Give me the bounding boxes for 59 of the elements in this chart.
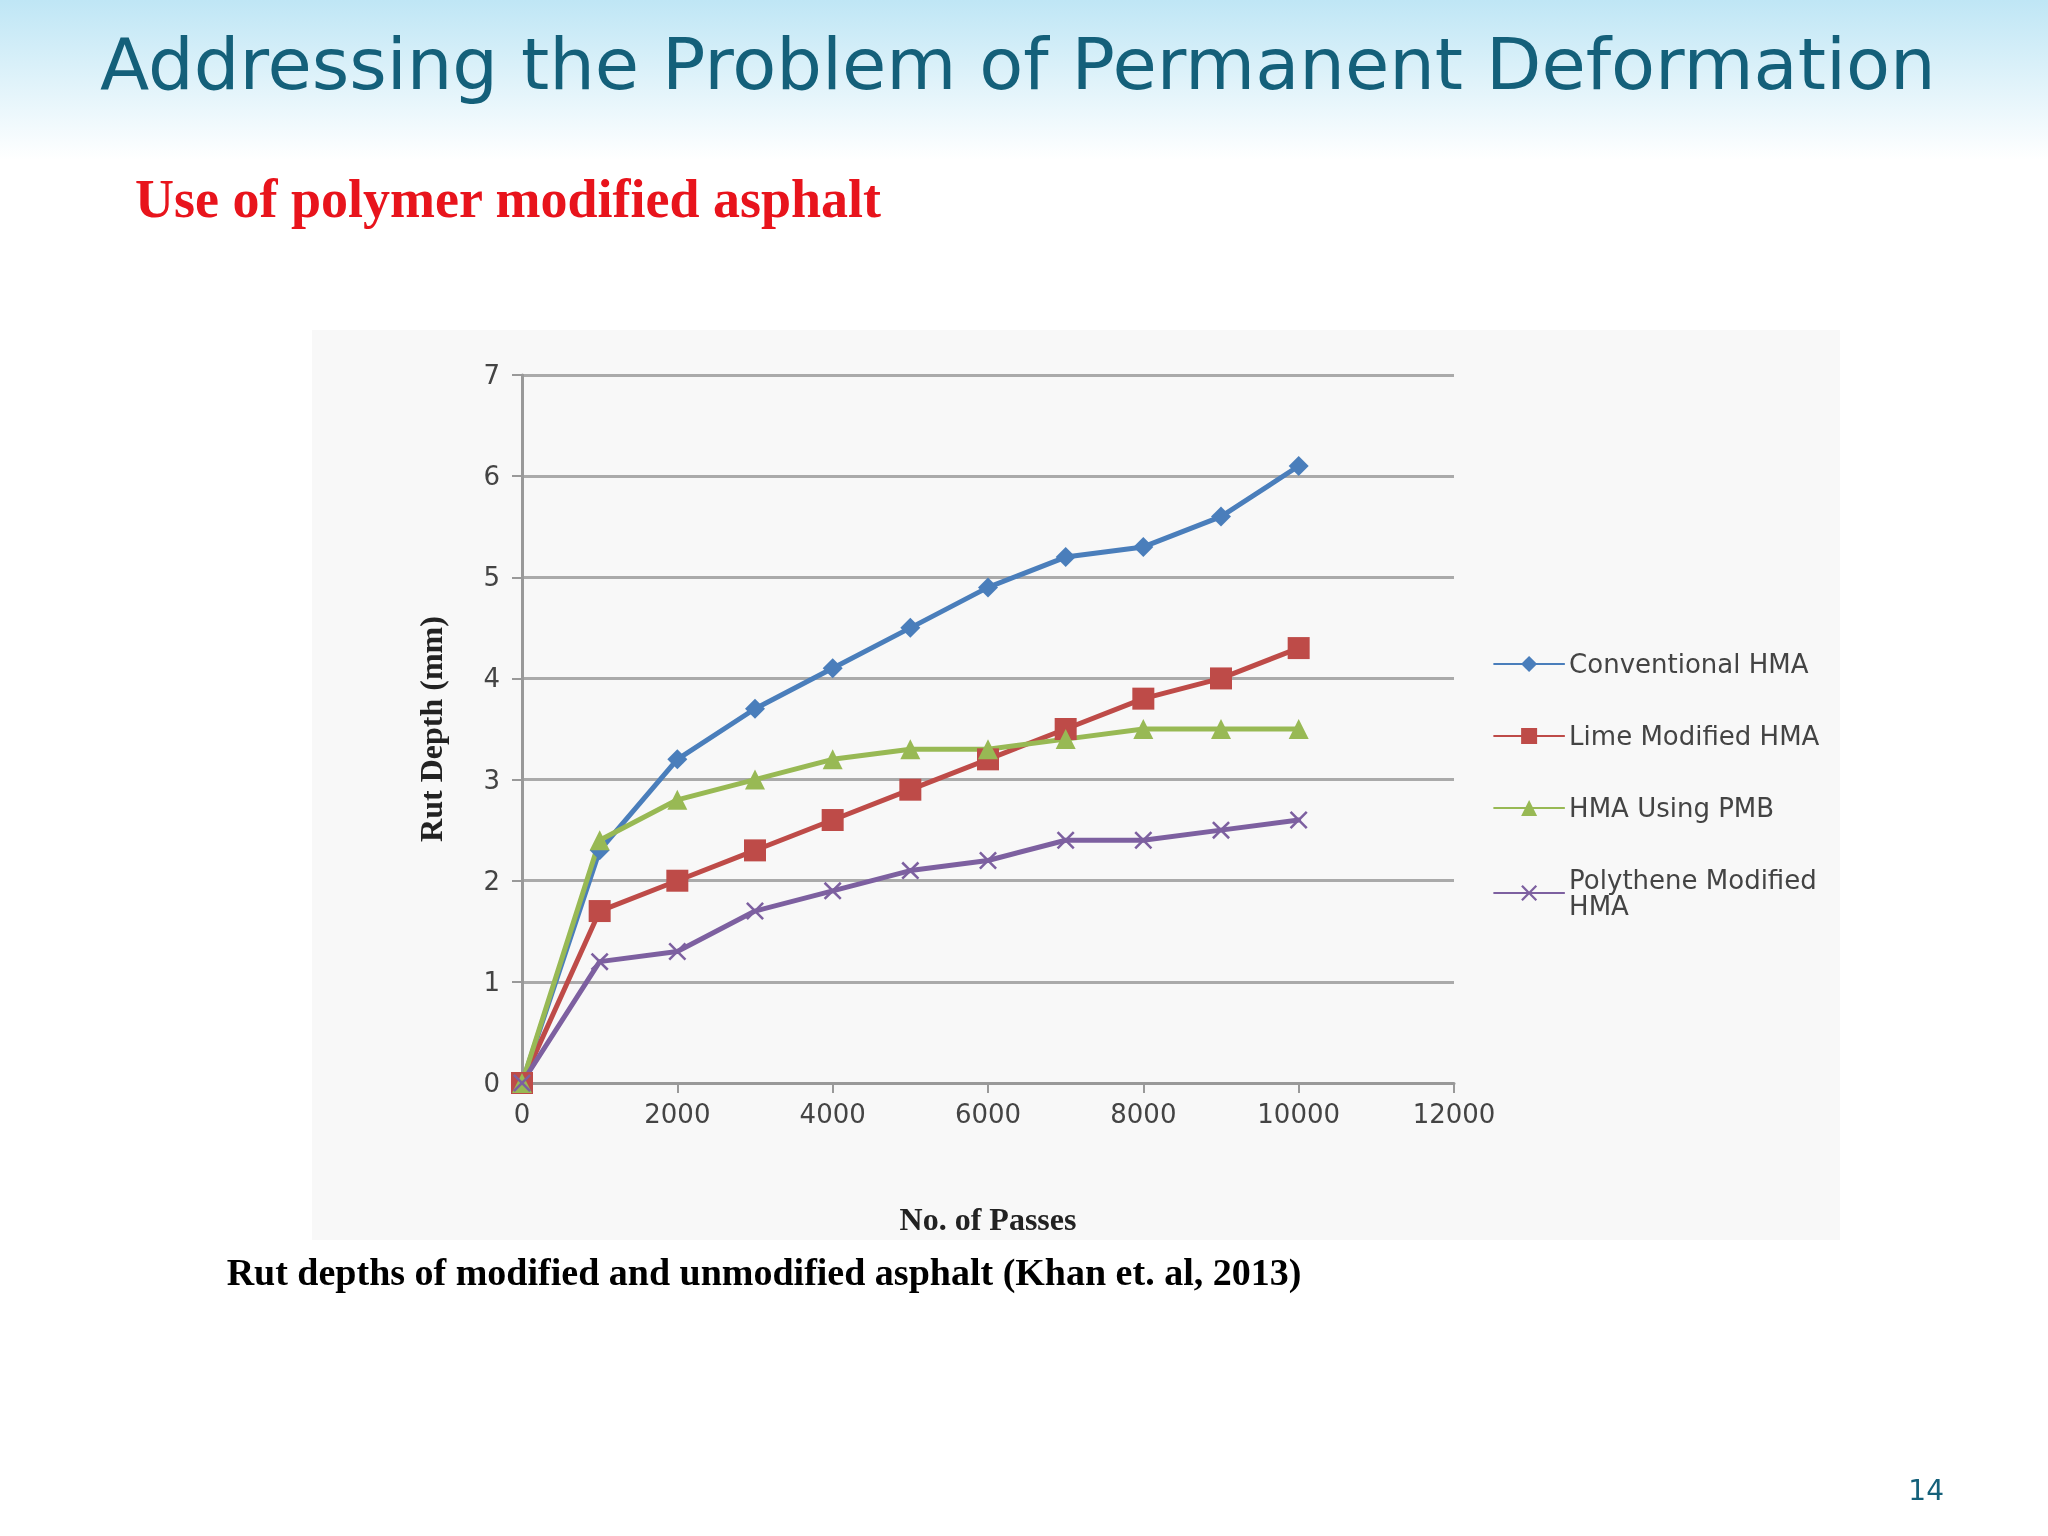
point: [1055, 729, 1076, 750]
point: [745, 698, 765, 719]
y-tick-label: 0: [483, 1068, 500, 1098]
point: [978, 577, 998, 598]
point: [1055, 547, 1076, 568]
point: [1289, 811, 1308, 830]
y-tick-label: 2: [483, 865, 500, 896]
point: [1211, 506, 1231, 527]
y-tick-label: 7: [483, 360, 500, 390]
point: [1288, 719, 1309, 739]
legend-label: HMA Using PMB: [1569, 793, 1775, 823]
x-tick-label: 2000: [644, 1099, 711, 1129]
point: [822, 749, 843, 770]
point: [744, 839, 766, 862]
point: [667, 789, 688, 810]
y-tick-label: 3: [483, 764, 500, 795]
text: 14: [1908, 1474, 1944, 1507]
x-axis-title: No. of Passes: [899, 1201, 1077, 1237]
point: [1134, 831, 1153, 850]
x-tick-label: 10000: [1257, 1099, 1341, 1129]
point: [822, 658, 843, 679]
legend-label: Polythene Modified HMA: [1569, 865, 1825, 921]
point: [745, 769, 765, 790]
point: [667, 749, 688, 770]
x-tick-label: 8000: [1110, 1099, 1177, 1129]
point: [589, 830, 610, 851]
y-tick-label: 6: [483, 461, 500, 492]
y-tick-label: 1: [483, 966, 500, 997]
point: [823, 881, 842, 900]
x-tick-label: 6000: [954, 1099, 1022, 1129]
point: [900, 739, 921, 760]
point: [978, 739, 998, 760]
point: [901, 861, 920, 880]
point: [900, 617, 921, 638]
point: [899, 778, 922, 801]
y-tick-label: 4: [483, 663, 500, 694]
point: [1211, 719, 1231, 739]
y-tick-label: 5: [483, 562, 500, 593]
point: [590, 952, 609, 971]
point: [1133, 536, 1154, 557]
point: [821, 809, 844, 832]
point: [1133, 719, 1154, 739]
legend-label: Lime Modified HMA: [1569, 721, 1820, 751]
chart-title: Addressing the Problem of Permanent Deformation: [100, 22, 1936, 106]
chart-subtitle: Use of polymer modified asphalt: [135, 168, 882, 230]
y-axis-title: Rut Depth (mm): [413, 616, 449, 842]
x-tick-label: 0: [513, 1099, 531, 1129]
point: [1056, 831, 1075, 850]
x-tick-label: 12000: [1412, 1099, 1496, 1129]
point: [979, 851, 997, 870]
point: [1132, 687, 1155, 710]
point: [1287, 637, 1310, 660]
point: [588, 900, 611, 923]
x-tick-label: 4000: [799, 1099, 866, 1129]
legend-label: Conventional HMA: [1569, 649, 1809, 679]
point: [1210, 667, 1232, 690]
text: Rut depths of modified and unmodified asphalt (Khan et. al, 2013): [225, 1250, 1303, 1294]
point: [666, 869, 689, 892]
point: [1288, 456, 1309, 477]
